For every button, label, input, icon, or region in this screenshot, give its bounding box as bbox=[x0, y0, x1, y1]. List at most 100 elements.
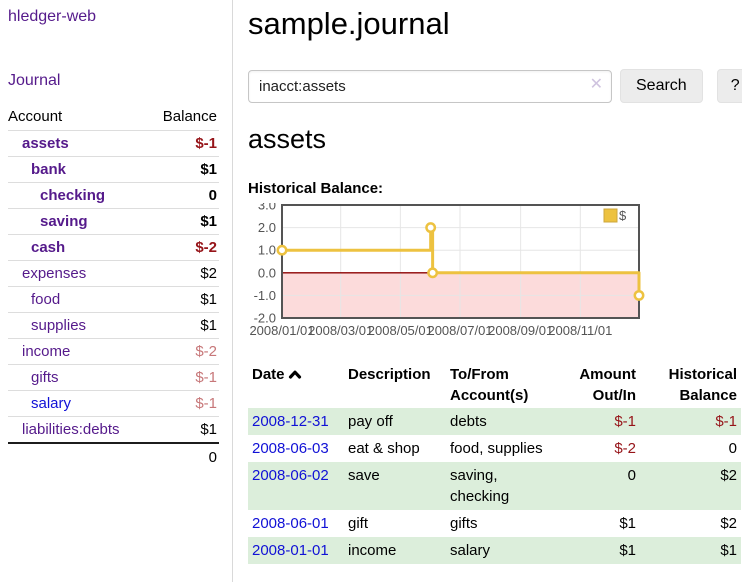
svg-text:2008/07/01: 2008/07/01 bbox=[427, 323, 492, 338]
app-title-link[interactable]: hledger-web bbox=[8, 8, 97, 25]
sidebar-item-journal[interactable]: Journal bbox=[8, 72, 61, 89]
accounts-col-account: Account bbox=[8, 108, 63, 125]
account-balance: $-2 bbox=[195, 239, 217, 256]
account-row: food $1 bbox=[8, 286, 219, 313]
account-row: income $-2 bbox=[8, 338, 219, 365]
sidebar-account-assets[interactable]: assets bbox=[22, 135, 69, 152]
svg-text:0.0: 0.0 bbox=[258, 265, 276, 280]
svg-text:-2.0: -2.0 bbox=[254, 311, 276, 326]
chart-point-marker bbox=[427, 267, 439, 279]
balance-chart: 3.0 2.0 1.0 0.0 -1.0 -2.02008/01/012008/03/01… bbox=[249, 203, 645, 338]
svg-text:2008/11/01: 2008/11/01 bbox=[548, 323, 612, 338]
account-row: saving $1 bbox=[8, 208, 219, 235]
sidebar-account-saving[interactable]: saving bbox=[40, 213, 88, 230]
legend-swatch bbox=[603, 208, 618, 223]
accounts-total-value: 0 bbox=[149, 442, 219, 470]
account-row: cash $-2 bbox=[8, 234, 219, 261]
sidebar-account-income[interactable]: income bbox=[22, 343, 71, 360]
register-balance: $2 bbox=[720, 515, 737, 532]
register-amount: 0 bbox=[627, 467, 636, 484]
register-description: pay off bbox=[348, 413, 393, 430]
register-accounts: debts bbox=[450, 413, 487, 430]
svg-text:2008/03/01: 2008/03/01 bbox=[308, 323, 373, 338]
register-amount: $1 bbox=[619, 542, 636, 559]
register-row: 2008-06-02 save saving, checking 0 $2 bbox=[248, 462, 741, 510]
register-row: 2008-06-03 eat & shop food, supplies $-2 0 bbox=[248, 435, 741, 462]
sidebar-account-bank[interactable]: bank bbox=[31, 161, 67, 178]
register-description: save bbox=[348, 467, 380, 484]
account-row: supplies $1 bbox=[8, 312, 219, 339]
account-balance: $1 bbox=[200, 213, 217, 230]
register-row: 2008-01-01 income salary $1 $1 bbox=[248, 537, 741, 564]
col-amount-out-in[interactable]: Amount Out/In bbox=[579, 366, 636, 404]
sidebar-account-gifts[interactable]: gifts bbox=[31, 369, 59, 386]
register-row: 2008-06-01 gift gifts $1 $2 bbox=[248, 510, 741, 537]
register-balance: $-1 bbox=[715, 413, 737, 430]
sidebar-account-cash[interactable]: cash bbox=[31, 239, 66, 256]
chart-title: Historical Balance: bbox=[248, 180, 384, 197]
register-description: gift bbox=[348, 515, 369, 532]
account-balance: $-2 bbox=[195, 343, 217, 360]
chart-point-marker bbox=[425, 222, 437, 234]
svg-text:2008/01/01: 2008/01/01 bbox=[249, 323, 314, 338]
account-row: bank $1 bbox=[8, 156, 219, 183]
sort-ascending-icon bbox=[288, 370, 301, 379]
account-balance: $-1 bbox=[195, 369, 217, 386]
register-accounts: salary bbox=[450, 542, 491, 559]
sidebar-account-liabilities-debts[interactable]: liabilities:debts bbox=[22, 421, 120, 438]
col-date[interactable]: Date bbox=[248, 362, 344, 408]
sidebar-account-food[interactable]: food bbox=[31, 291, 61, 308]
account-balance: $1 bbox=[200, 421, 217, 438]
register-accounts: food, supplies bbox=[450, 440, 543, 457]
account-row: expenses $2 bbox=[8, 260, 219, 287]
account-balance: $1 bbox=[200, 291, 217, 308]
svg-text:2008/09/01: 2008/09/01 bbox=[488, 323, 553, 338]
account-balance: $-1 bbox=[195, 395, 217, 412]
register-date-link[interactable]: 2008-06-02 bbox=[252, 467, 329, 484]
sidebar-account-supplies[interactable]: supplies bbox=[31, 317, 87, 334]
register-balance: $1 bbox=[720, 542, 737, 559]
account-balance: $-1 bbox=[195, 135, 217, 152]
sidebar-account-salary[interactable]: salary bbox=[31, 395, 72, 412]
register-accounts: saving, checking bbox=[450, 467, 510, 505]
account-row: gifts $-1 bbox=[8, 364, 219, 391]
register-description: income bbox=[348, 542, 397, 559]
svg-text:3.0: 3.0 bbox=[258, 203, 276, 213]
svg-text:2008/05/01: 2008/05/01 bbox=[368, 323, 433, 338]
sidebar-account-expenses[interactable]: expenses bbox=[22, 265, 87, 282]
col-description[interactable]: Description bbox=[348, 366, 431, 383]
register-amount: $-1 bbox=[614, 413, 636, 430]
svg-text:1.0: 1.0 bbox=[258, 243, 276, 258]
clear-search-icon[interactable]: ✕ bbox=[589, 75, 603, 93]
register-date-link[interactable]: 2008-06-01 bbox=[252, 515, 329, 532]
help-button[interactable]: ? bbox=[716, 69, 742, 103]
col-tofrom-accounts[interactable]: To/From Account(s) bbox=[450, 366, 529, 404]
register-date-link[interactable]: 2008-06-03 bbox=[252, 440, 329, 457]
account-row: liabilities:debts $1 bbox=[8, 416, 219, 444]
svg-text:-1.0: -1.0 bbox=[254, 288, 276, 303]
search-bar: ✕ Search ? bbox=[248, 69, 742, 103]
register-amount: $-2 bbox=[614, 440, 636, 457]
account-heading: assets bbox=[248, 124, 327, 154]
register-amount: $1 bbox=[619, 515, 636, 532]
svg-text:2.0: 2.0 bbox=[258, 220, 276, 235]
register-table: Date Description To/From Account(s) Amou… bbox=[248, 362, 741, 564]
chart-point-marker bbox=[633, 289, 645, 301]
register-description: eat & shop bbox=[348, 440, 420, 457]
accounts-total-row: 0 bbox=[8, 442, 219, 470]
register-date-link[interactable]: 2008-01-01 bbox=[252, 542, 329, 559]
search-input[interactable] bbox=[248, 69, 612, 103]
sidebar-account-checking[interactable]: checking bbox=[40, 187, 106, 204]
accounts-col-balance: Balance bbox=[162, 108, 217, 125]
register-accounts: gifts bbox=[450, 515, 478, 532]
register-header-row: Date Description To/From Account(s) Amou… bbox=[248, 362, 741, 408]
col-historical-balance[interactable]: Historical Balance bbox=[668, 366, 737, 404]
register-balance: $2 bbox=[720, 467, 737, 484]
search-button[interactable]: Search bbox=[620, 69, 703, 103]
main-content: sample.journal ✕ Search ? assets Histori… bbox=[233, 0, 742, 582]
account-balance: $1 bbox=[200, 317, 217, 334]
page-title: sample.journal bbox=[248, 6, 450, 41]
register-date-link[interactable]: 2008-12-31 bbox=[252, 413, 329, 430]
accounts-table: Account Balance assets $-1 bank $1 checking 0… bbox=[8, 105, 219, 470]
